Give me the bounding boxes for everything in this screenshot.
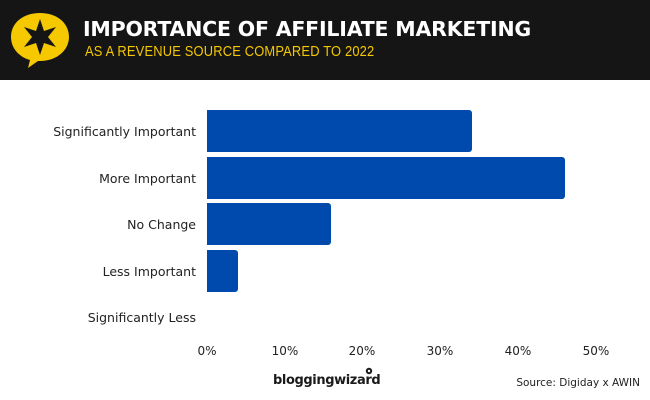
bar-row-significantly-less: Significantly Less [0,296,650,338]
x-tick-label: 50% [582,344,610,358]
x-tick-label: 20% [348,344,376,358]
bar-row-less-important: Less Important [0,250,650,292]
x-tick-label: 30% [426,344,454,358]
category-label: Less Important [102,263,196,279]
brand-logo-text: bloggingwizard [273,373,381,388]
category-label: Significantly Important [53,123,196,139]
chart-subtitle: AS A REVENUE SOURCE COMPARED TO 2022 [85,43,375,60]
source-attribution: Source: Digiday x AWIN [516,377,640,389]
bar-significantly-important [207,110,472,152]
bar-row-significantly-important: Significantly Important [0,110,650,152]
category-label: More Important [99,170,196,186]
bar-row-no-change: No Change [0,203,650,245]
category-label: No Change [127,216,196,232]
bar-less-important [207,250,239,292]
x-tick-label: 40% [504,344,532,358]
x-tick-label: 10% [271,344,299,358]
bar-chart: Significantly Important More Important N… [0,80,650,370]
chart-title: IMPORTANCE OF AFFILIATE MARKETING [83,17,532,41]
bar-no-change [207,203,332,245]
bar-row-more-important: More Important [0,157,650,199]
x-tick-label: 0% [197,344,217,358]
bar-more-important [207,157,565,199]
star-speech-bubble-icon [11,13,69,68]
header-banner: IMPORTANCE OF AFFILIATE MARKETING AS A R… [0,0,650,80]
brand-sparkle-icon [365,367,373,375]
category-label: Significantly Less [87,309,196,325]
